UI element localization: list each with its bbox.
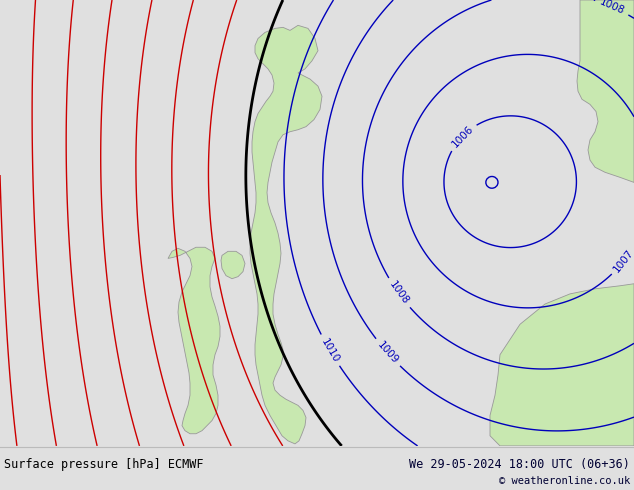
Text: 1007: 1007 — [612, 247, 634, 274]
Polygon shape — [490, 284, 634, 446]
Polygon shape — [577, 0, 634, 182]
Text: 1006: 1006 — [450, 123, 475, 149]
Text: Surface pressure [hPa] ECMWF: Surface pressure [hPa] ECMWF — [4, 458, 204, 471]
Text: 1009: 1009 — [375, 340, 400, 366]
Text: 1008: 1008 — [387, 280, 410, 307]
Text: 1008: 1008 — [598, 0, 626, 17]
Text: © weatheronline.co.uk: © weatheronline.co.uk — [499, 476, 630, 486]
Text: We 29-05-2024 18:00 UTC (06+36): We 29-05-2024 18:00 UTC (06+36) — [409, 458, 630, 471]
Polygon shape — [168, 247, 220, 434]
Polygon shape — [250, 25, 322, 444]
Text: 1010: 1010 — [319, 337, 341, 364]
Polygon shape — [221, 251, 245, 279]
